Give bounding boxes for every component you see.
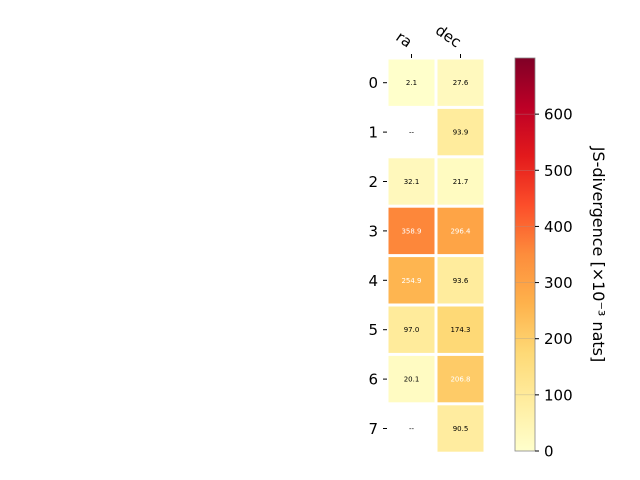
heatmap-cell <box>437 306 484 353</box>
heatmap-cell <box>437 405 484 452</box>
cell-value-label: 93.6 <box>453 277 469 285</box>
row-label-1: 1 <box>368 124 378 142</box>
row-label-4: 4 <box>368 272 378 290</box>
heatmap-cell <box>437 108 484 156</box>
row-label-2: 2 <box>368 173 378 191</box>
heatmap-cell <box>388 355 435 403</box>
cell-value-label: 254.9 <box>401 277 421 285</box>
row-label-5: 5 <box>368 321 378 339</box>
cell-value-label: -- <box>409 129 415 137</box>
heatmap-cell <box>437 355 484 403</box>
cell-value-label: -- <box>409 425 415 433</box>
heatmap-cell <box>388 207 435 255</box>
cell-value-label: 93.9 <box>453 129 469 137</box>
heatmap-cell <box>437 158 484 205</box>
cell-value-label: 21.7 <box>453 178 469 186</box>
column-label-dec: dec <box>432 21 464 51</box>
cell-value-label: 27.6 <box>453 79 469 87</box>
colorbar-tick-label: 600 <box>544 106 573 124</box>
colorbar-tick-label: 0 <box>544 443 554 461</box>
cell-value-label: 358.9 <box>401 227 421 235</box>
heatmap-cell <box>437 59 484 106</box>
colorbar-tick-label: 300 <box>544 274 573 292</box>
row-label-7: 7 <box>368 420 378 438</box>
row-label-0: 0 <box>368 74 378 92</box>
heatmap-cells: 2.1 27.6 -- 93.9 32.1 21.7 358.9 296.4 254.9 93.6… <box>388 59 484 452</box>
cell-value-label: 296.4 <box>450 227 471 235</box>
column-labels: ra dec <box>393 21 465 58</box>
colorbar: 0 100 200 300 400 500 600 JS-divergence [×10⁻³ … <box>514 57 608 461</box>
heatmap-cell <box>437 207 484 255</box>
colorbar-tick-label: 500 <box>544 162 573 180</box>
colorbar-tick-label: 400 <box>544 218 573 236</box>
cell-value-label: 32.1 <box>404 178 420 186</box>
cell-value-label: 97.0 <box>404 326 420 334</box>
heatmap-cell <box>437 257 484 304</box>
heatmap-cell <box>388 59 435 106</box>
row-labels: 0 1 2 3 4 5 6 7 <box>368 74 387 438</box>
colorbar-gradient <box>514 57 536 452</box>
heatmap-cell <box>388 158 435 205</box>
cell-value-label: 90.5 <box>453 425 469 433</box>
colorbar-tick-label: 100 <box>544 386 573 404</box>
cell-value-label: 20.1 <box>404 376 420 384</box>
colorbar-label: JS-divergence [×10⁻³ nats] <box>589 146 608 362</box>
row-label-6: 6 <box>368 371 378 389</box>
cell-value-label: 206.8 <box>450 376 470 384</box>
heatmap-cell <box>388 257 435 304</box>
column-label-ra: ra <box>393 28 416 52</box>
row-label-3: 3 <box>368 222 378 240</box>
cell-value-label: 174.3 <box>450 326 470 334</box>
heatmap-cell <box>388 306 435 353</box>
cell-value-label: 2.1 <box>406 79 417 87</box>
colorbar-tick-label: 200 <box>544 330 573 348</box>
